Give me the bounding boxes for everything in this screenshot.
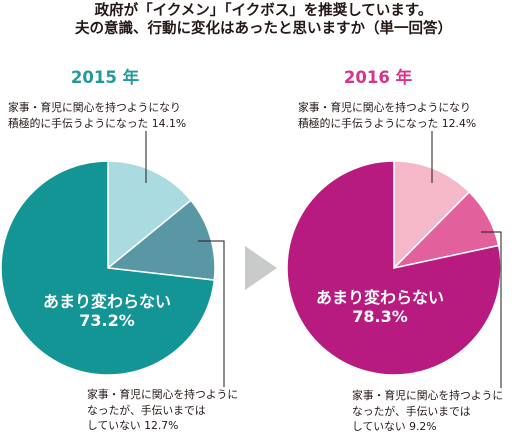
pie-2016 (286, 160, 502, 376)
annotation-2015-interest-line1: 家事・育児に関心を持つように (87, 388, 239, 401)
leader-line-2016-b (481, 231, 502, 395)
annotation-2016-active: 家事・育児に関心を持つようになり 積極的に手伝うようになった 12.4% (298, 100, 477, 131)
annotation-2016-interest-line1: 家事・育児に関心を持つように (352, 389, 504, 402)
slice-2015-interest-only (106, 199, 216, 281)
annotation-2016-interest: 家事・育児に関心を持つように なったが、手伝いまでは していない 9.2% (352, 388, 504, 435)
slice-label-2016-unchanged-value: 78.3% (352, 307, 408, 326)
slice-2016-active-help (393, 160, 471, 270)
slice-label-2016-unchanged: あまり変わらない 78.3% (305, 288, 455, 326)
slice-label-2015-unchanged: あまり変わらない 73.2% (32, 292, 182, 330)
annotation-2016-active-line1: 家事・育児に関心を持つようになり (298, 101, 471, 114)
annotation-2015-active-line2: 積極的に手伝うようになった 14.1% (8, 116, 187, 130)
year-label-2016: 2016 年 (343, 68, 413, 87)
next-arrow-icon (245, 246, 277, 290)
title-line-2: 夫の意識、行動に変化はあったと思いますか（単一回答） (75, 21, 452, 37)
year-label-2015: 2015 年 (70, 68, 140, 87)
slice-label-2015-unchanged-text: あまり変わらない (42, 292, 171, 311)
leader-line-2015-b (198, 240, 225, 393)
slice-2015-unchanged (0, 160, 216, 376)
annotation-2015-interest-line3: していない 12.7% (87, 419, 179, 432)
slice-label-2015-unchanged-value: 73.2% (79, 311, 135, 330)
slice-label-2016-unchanged-text: あまり変わらない (315, 288, 444, 307)
annotation-2015-active-line1: 家事・育児に関心を持つようになり (8, 101, 181, 114)
slice-2015-active-help (107, 160, 192, 270)
annotation-2016-active-line2: 積極的に手伝うようになった 12.4% (298, 116, 477, 130)
pie-2015 (0, 160, 216, 376)
annotation-2015-active: 家事・育児に関心を持つようになり 積極的に手伝うようになった 14.1% (8, 100, 187, 131)
annotation-2015-interest-line2: なったが、手伝いまでは (87, 403, 206, 417)
chart-title: 政府が「イクメン」「イクボス」を推奨しています。 夫の意識、行動に変化はあったと… (0, 2, 527, 38)
annotation-2016-interest-line3: していない 9.2% (352, 420, 437, 433)
title-line-1: 政府が「イクメン」「イクボス」を推奨しています。 (94, 3, 433, 19)
annotation-2015-interest: 家事・育児に関心を持つように なったが、手伝いまでは していない 12.7% (87, 387, 239, 434)
leader-lines (145, 131, 502, 395)
annotation-2016-interest-line2: なったが、手伝いまでは (352, 404, 471, 418)
slice-2016-unchanged (286, 160, 502, 376)
